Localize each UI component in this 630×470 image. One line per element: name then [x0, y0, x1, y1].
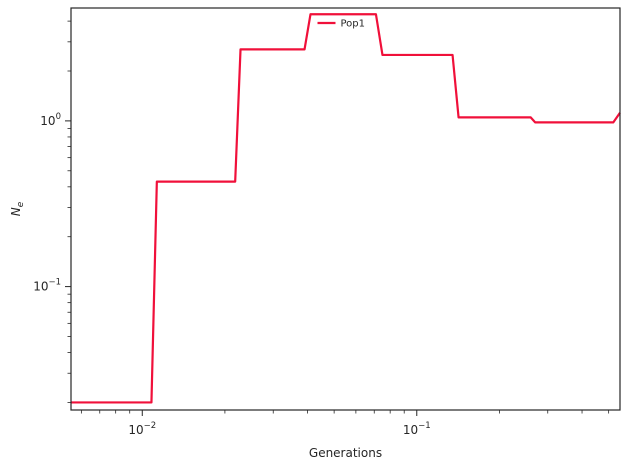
legend: Pop1: [317, 19, 366, 30]
series-group: [71, 13, 621, 404]
legend-label-pop1: Pop1: [341, 19, 366, 30]
x-axis-label: Generations: [309, 446, 382, 460]
y-axis-label-main: N: [9, 207, 23, 216]
major-ticks: 10−2 10−1 10−1 100: [33, 112, 430, 437]
y-axis-label: Ne: [9, 201, 26, 216]
y-tick-label: 10−1: [33, 278, 61, 294]
x-tick-label: 10−2: [128, 421, 156, 437]
series-line-pop1: [71, 13, 621, 404]
x-tick-label: 10−1: [403, 421, 431, 437]
minor-ticks: [67, 20, 610, 414]
plot-frame: [70, 7, 621, 411]
y-tick-label: 100: [40, 112, 61, 128]
y-axis-label-subscript: e: [16, 201, 26, 207]
